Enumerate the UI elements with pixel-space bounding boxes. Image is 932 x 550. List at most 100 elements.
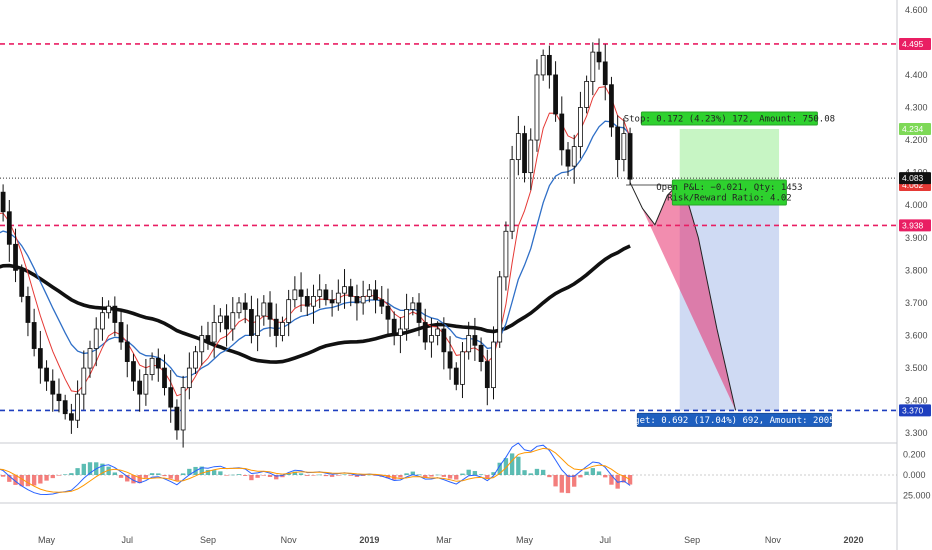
price-tick-label: 3.400 xyxy=(905,396,928,406)
projection-fill xyxy=(630,182,736,411)
osc-bar xyxy=(547,475,552,478)
candle xyxy=(584,81,590,108)
osc-bar xyxy=(528,473,533,475)
osc-histogram xyxy=(0,453,633,494)
candle xyxy=(342,286,347,294)
stop-box-text: Stop: 0.172 (4.23%) 172, Amount: 750.08 xyxy=(624,114,835,124)
candle xyxy=(6,211,12,245)
time-tick-label: May xyxy=(516,535,534,545)
candle xyxy=(596,51,602,63)
osc-bar xyxy=(100,463,105,475)
price-tick-label: 4.600 xyxy=(905,5,928,15)
candle xyxy=(410,302,416,310)
candle xyxy=(69,413,74,421)
candle xyxy=(404,309,409,330)
candle xyxy=(503,230,509,278)
osc-bar xyxy=(106,466,111,475)
rr-box-text: Risk/Reward Ratio: 4.02 xyxy=(667,194,792,204)
osc-bar xyxy=(13,475,18,485)
candle xyxy=(224,315,229,330)
osc-bar xyxy=(187,468,192,475)
stop-zone xyxy=(679,128,780,186)
candle xyxy=(292,289,298,301)
candle xyxy=(590,51,596,82)
candle xyxy=(230,312,236,330)
osc-bar xyxy=(56,475,62,476)
price-tick-label: 3.800 xyxy=(905,265,928,275)
osc-bar xyxy=(509,453,515,475)
osc-bar xyxy=(224,475,229,476)
price-tag-stop: 4.234 xyxy=(902,124,924,134)
candle xyxy=(131,361,136,382)
time-tick-label: Nov xyxy=(765,535,782,545)
candle xyxy=(217,315,223,323)
price-tick-label: 4.400 xyxy=(905,70,928,80)
osc-bar xyxy=(373,475,378,476)
candle xyxy=(56,393,62,402)
candle xyxy=(429,335,434,343)
osc-bar xyxy=(410,471,415,475)
candle xyxy=(373,289,378,301)
candle xyxy=(100,312,105,330)
candle xyxy=(180,387,186,431)
price-tag-level-bg xyxy=(899,37,931,50)
osc-bar xyxy=(478,474,484,475)
candle xyxy=(348,286,354,297)
candle xyxy=(609,84,614,128)
candle xyxy=(602,61,608,86)
ma-50-line xyxy=(0,120,631,379)
candle xyxy=(255,315,261,336)
osc-bar xyxy=(466,469,471,475)
osc-bar xyxy=(522,470,527,475)
osc-bar xyxy=(149,473,155,475)
osc-bar xyxy=(292,471,298,475)
candle xyxy=(50,380,56,395)
price-tag-level-bg xyxy=(899,404,931,417)
time-tick-label: 2020 xyxy=(844,535,864,545)
candle xyxy=(335,292,341,304)
osc-bar xyxy=(81,463,86,475)
candle xyxy=(546,54,552,76)
candle xyxy=(236,302,242,314)
price-tag-extra: 4.062 xyxy=(902,180,924,190)
time-tick-label: Mar xyxy=(436,535,452,545)
osc-bar xyxy=(174,475,180,481)
candle xyxy=(447,351,453,369)
candle xyxy=(193,351,198,369)
candle xyxy=(460,351,465,385)
candle xyxy=(106,305,112,314)
candle xyxy=(317,289,323,297)
target-box-text: Target: 0.692 (17.04%) 692, Amount: 2005… xyxy=(618,416,851,426)
candle xyxy=(298,289,304,297)
osc-bar xyxy=(485,475,490,479)
osc-bar xyxy=(503,458,509,475)
osc-bar xyxy=(38,475,43,484)
candle xyxy=(137,380,143,395)
candle xyxy=(422,322,428,343)
pnl-box xyxy=(671,179,787,206)
price-tick-label: 4.000 xyxy=(905,200,928,210)
osc-signal-line xyxy=(0,447,631,493)
candle xyxy=(360,296,366,304)
osc-bar xyxy=(7,475,12,482)
osc-bar xyxy=(584,471,589,475)
osc-tick-label: 0.200 xyxy=(903,449,926,459)
candle xyxy=(124,341,130,362)
candle xyxy=(286,299,292,323)
osc-bar xyxy=(416,474,422,476)
price-tick-label: 3.500 xyxy=(905,363,928,373)
price-tag-level-bg xyxy=(899,219,931,232)
osc-bar xyxy=(553,475,558,487)
osc-macd-line xyxy=(0,442,631,496)
osc-bar xyxy=(423,475,428,478)
price-tag-level: 3.370 xyxy=(902,405,924,415)
osc-bar xyxy=(429,475,434,477)
price-tag-current: 4.083 xyxy=(902,173,924,183)
osc-bar xyxy=(131,475,136,484)
candle xyxy=(559,113,565,151)
osc-bar xyxy=(180,473,186,475)
osc-bar xyxy=(125,475,130,482)
candle xyxy=(528,139,534,174)
candle xyxy=(398,328,403,336)
